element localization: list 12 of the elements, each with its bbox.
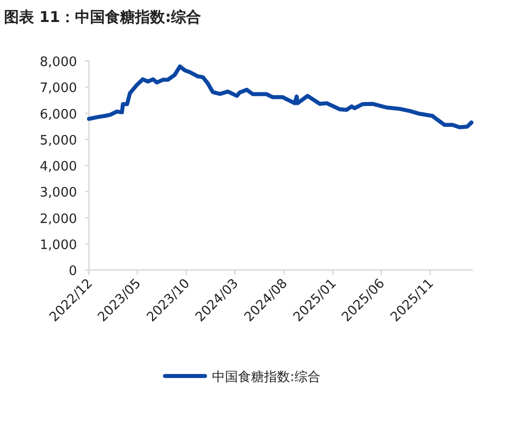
y-tick-label: 4,000 xyxy=(40,160,77,174)
y-tick-label: 6,000 xyxy=(40,107,77,122)
chart-title: 图表 11：中国食糖指数:综合 xyxy=(4,8,202,26)
y-tick-label: 8,000 xyxy=(40,55,77,70)
y-tick-label: 7,000 xyxy=(40,81,77,96)
line-series xyxy=(87,64,474,130)
y-tick-label: 5,000 xyxy=(40,133,77,148)
y-tick-label: 2,000 xyxy=(40,212,77,227)
legend-label: 中国食糖指数:综合 xyxy=(212,370,320,385)
y-tick-label: 0 xyxy=(68,264,77,279)
y-tick-label: 3,000 xyxy=(40,186,77,201)
y-tick-label: 1,000 xyxy=(40,238,77,253)
